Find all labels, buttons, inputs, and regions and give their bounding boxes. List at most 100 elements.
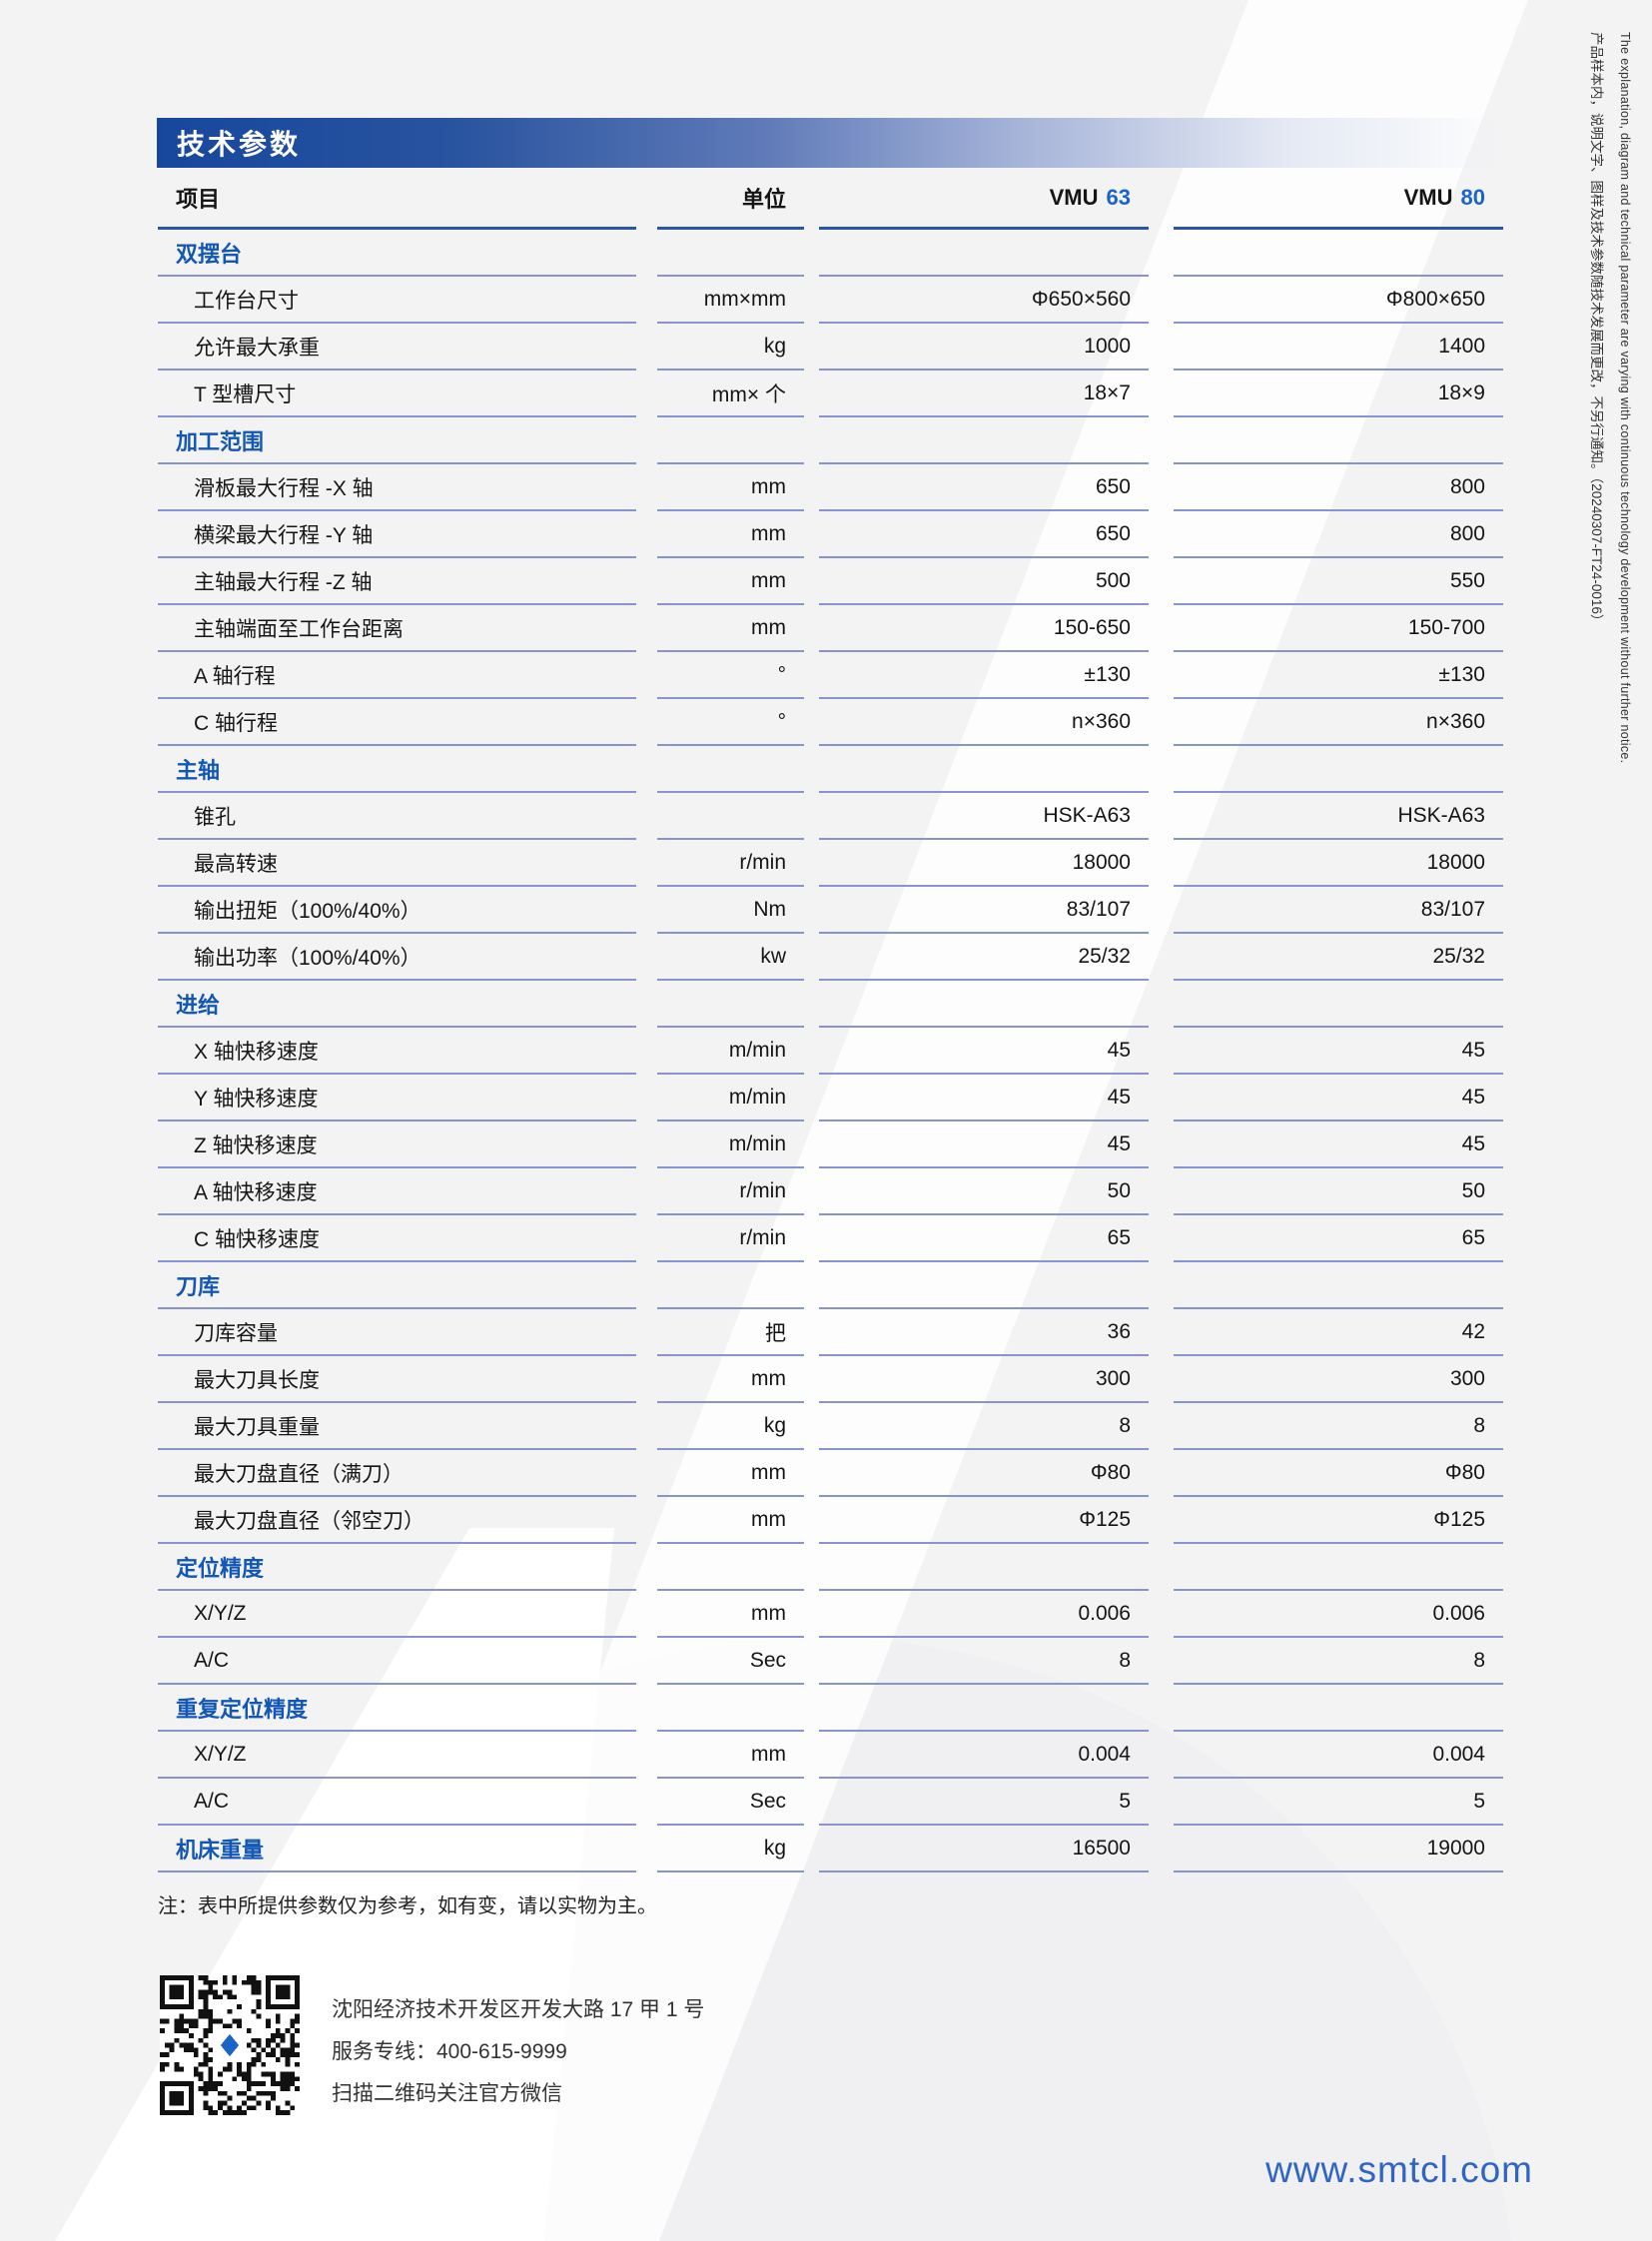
item-label: C 轴行程 (158, 699, 636, 746)
vmu63-value: 45 (819, 1121, 1149, 1168)
vmu80-value: Φ80 (1174, 1450, 1503, 1497)
vmu80-value: 5 (1174, 1779, 1503, 1826)
vmu63-value: Φ80 (819, 1450, 1149, 1497)
vmu80-value: 800 (1174, 464, 1503, 511)
vmu63-value (819, 981, 1149, 1028)
vmu63-value: 5 (819, 1779, 1149, 1826)
section-row: 重复定位精度 (158, 1685, 1503, 1732)
spec-row: 锥孔 HSK-A63 HSK-A63 (158, 793, 1503, 840)
vmu80-value: 19000 (1174, 1826, 1503, 1872)
column-header-vmu80: VMU 80 (1174, 169, 1503, 230)
vmu80-value: 25/32 (1174, 934, 1503, 981)
spec-row: 最大刀盘直径（邻空刀） mm Φ125 Φ125 (158, 1497, 1503, 1544)
spec-row: X/Y/Z mm 0.006 0.006 (158, 1591, 1503, 1638)
vmu63-value: n×360 (819, 699, 1149, 746)
model-number: 80 (1460, 185, 1485, 210)
item-label: 最大刀具重量 (158, 1403, 636, 1450)
vmu80-value (1174, 1262, 1503, 1309)
vmu63-value (819, 230, 1149, 277)
unit-value (657, 746, 804, 793)
vmu80-value: 8 (1174, 1638, 1503, 1685)
vmu80-value (1174, 1544, 1503, 1591)
item-label: A 轴快移速度 (158, 1168, 636, 1215)
vmu63-value: HSK-A63 (819, 793, 1149, 840)
column-header-vmu63: VMU 63 (819, 169, 1149, 230)
section-row: 定位精度 (158, 1544, 1503, 1591)
vmu63-value: 1000 (819, 324, 1149, 371)
item-label: 进给 (158, 981, 636, 1028)
unit-value: mm (657, 558, 804, 605)
vmu63-value: ±130 (819, 652, 1149, 699)
unit-value: mm (657, 464, 804, 511)
side-note-zh: 产品样本内，说明文字、图样及技术参数随技术发展而更改，不另行通知。（202403… (1589, 32, 1604, 628)
item-label: 允许最大承重 (158, 324, 636, 371)
vmu63-value: 300 (819, 1356, 1149, 1403)
qr-code (160, 1975, 300, 2115)
vmu63-value: 18000 (819, 840, 1149, 887)
vmu80-value: 18000 (1174, 840, 1503, 887)
vmu63-value: 8 (819, 1403, 1149, 1450)
vmu80-value: 45 (1174, 1121, 1503, 1168)
item-label: 主轴最大行程 -Z 轴 (158, 558, 636, 605)
vmu80-value: HSK-A63 (1174, 793, 1503, 840)
spec-row: X/Y/Z mm 0.004 0.004 (158, 1732, 1503, 1779)
vmu63-value: 45 (819, 1075, 1149, 1121)
item-label: 刀库容量 (158, 1309, 636, 1356)
vmu63-value: 36 (819, 1309, 1149, 1356)
vmu80-value: 8 (1174, 1403, 1503, 1450)
spec-row: 允许最大承重 kg 1000 1400 (158, 324, 1503, 371)
spec-row: A 轴快移速度 r/min 50 50 (158, 1168, 1503, 1215)
vmu80-value: ±130 (1174, 652, 1503, 699)
section-row: 双摆台 (158, 230, 1503, 277)
vmu63-value (819, 1262, 1149, 1309)
vmu63-value: 65 (819, 1215, 1149, 1262)
unit-value (657, 1262, 804, 1309)
item-label: A/C (158, 1638, 636, 1685)
unit-value: Sec (657, 1779, 804, 1826)
unit-value (657, 417, 804, 464)
vmu63-value: Φ125 (819, 1497, 1149, 1544)
item-label: 最大刀盘直径（邻空刀） (158, 1497, 636, 1544)
vmu80-value: 42 (1174, 1309, 1503, 1356)
unit-value: ° (657, 699, 804, 746)
vmu63-value: 0.006 (819, 1591, 1149, 1638)
item-label: 双摆台 (158, 230, 636, 277)
vmu80-value (1174, 1685, 1503, 1732)
vmu80-value: 150-700 (1174, 605, 1503, 652)
item-label: 加工范围 (158, 417, 636, 464)
spec-row: A/C Sec 8 8 (158, 1638, 1503, 1685)
item-label: 机床重量 (158, 1826, 636, 1872)
item-label: 输出功率（100%/40%） (158, 934, 636, 981)
spec-row: T 型槽尺寸 mm× 个 18×7 18×9 (158, 371, 1503, 417)
spec-table: 项目 单位 VMU 63 VMU 80 双摆台 工作台尺寸 mm×mm Φ650×56… (158, 169, 1503, 1872)
section-title-bar: 技术参数 (157, 118, 1501, 168)
vmu63-value (819, 1685, 1149, 1732)
vmu63-value: 18×7 (819, 371, 1149, 417)
spec-row: 滑板最大行程 -X 轴 mm 650 800 (158, 464, 1503, 511)
unit-value: Sec (657, 1638, 804, 1685)
spec-row: 最大刀盘直径（满刀） mm Φ80 Φ80 (158, 1450, 1503, 1497)
item-label: X/Y/Z (158, 1732, 636, 1779)
model-number: 63 (1106, 185, 1131, 210)
item-label: Z 轴快移速度 (158, 1121, 636, 1168)
section-row: 加工范围 (158, 417, 1503, 464)
spec-row: Y 轴快移速度 m/min 45 45 (158, 1075, 1503, 1121)
unit-value: mm (657, 1591, 804, 1638)
table-header-row: 项目 单位 VMU 63 VMU 80 (158, 169, 1503, 230)
spec-row: C 轴行程 ° n×360 n×360 (158, 699, 1503, 746)
website-link[interactable]: www.smtcl.com (1265, 2149, 1533, 2190)
unit-value (657, 1685, 804, 1732)
vmu63-value: 16500 (819, 1826, 1149, 1872)
item-label: 主轴端面至工作台距离 (158, 605, 636, 652)
column-header-item: 项目 (158, 169, 636, 230)
model-name: VMU (1403, 185, 1453, 210)
unit-value: mm× 个 (657, 371, 804, 417)
item-label: T 型槽尺寸 (158, 371, 636, 417)
item-label: 锥孔 (158, 793, 636, 840)
unit-value: mm (657, 511, 804, 558)
unit-value: ° (657, 652, 804, 699)
spec-row: 输出扭矩（100%/40%） Nm 83/107 83/107 (158, 887, 1503, 934)
unit-value: kg (657, 1826, 804, 1872)
item-label: A/C (158, 1779, 636, 1826)
spec-row: 最大刀具长度 mm 300 300 (158, 1356, 1503, 1403)
